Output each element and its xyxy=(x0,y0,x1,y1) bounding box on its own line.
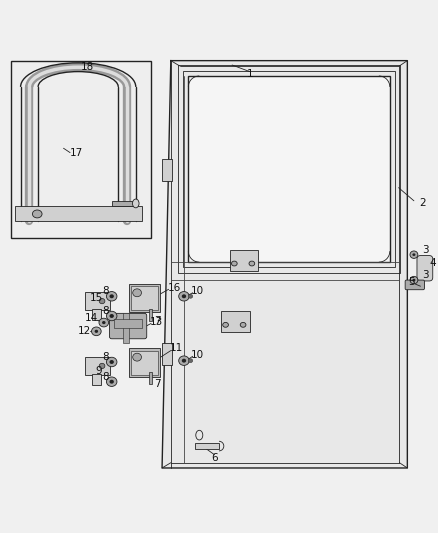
Bar xyxy=(123,313,129,343)
Ellipse shape xyxy=(240,322,246,327)
Bar xyxy=(92,374,101,385)
Ellipse shape xyxy=(102,321,106,324)
Ellipse shape xyxy=(110,294,114,298)
Ellipse shape xyxy=(133,289,141,297)
Text: 8: 8 xyxy=(102,352,109,362)
Ellipse shape xyxy=(99,298,105,304)
Text: 3: 3 xyxy=(422,270,429,280)
Ellipse shape xyxy=(133,353,141,361)
Bar xyxy=(112,201,138,206)
FancyBboxPatch shape xyxy=(405,280,424,290)
Ellipse shape xyxy=(99,318,109,327)
Polygon shape xyxy=(162,61,407,468)
Text: 8: 8 xyxy=(102,306,109,316)
Ellipse shape xyxy=(231,261,237,266)
Ellipse shape xyxy=(412,279,415,281)
Bar xyxy=(230,250,258,271)
Bar xyxy=(129,284,160,312)
Text: 5: 5 xyxy=(408,277,415,287)
Bar xyxy=(114,319,142,328)
Text: 17: 17 xyxy=(70,148,83,158)
Ellipse shape xyxy=(249,261,255,266)
Ellipse shape xyxy=(110,314,114,318)
Ellipse shape xyxy=(110,360,114,364)
Bar xyxy=(195,443,219,449)
Bar xyxy=(178,66,400,273)
Text: 10: 10 xyxy=(191,286,204,296)
Bar xyxy=(85,292,110,310)
Text: 7: 7 xyxy=(154,379,161,389)
Bar xyxy=(162,343,172,365)
Text: 13: 13 xyxy=(150,317,163,327)
Bar xyxy=(92,310,101,320)
Text: 7: 7 xyxy=(154,316,161,326)
Ellipse shape xyxy=(410,276,418,284)
Ellipse shape xyxy=(179,292,189,301)
Bar xyxy=(162,159,172,181)
Text: 14: 14 xyxy=(85,313,98,323)
Ellipse shape xyxy=(182,294,186,298)
Ellipse shape xyxy=(32,210,42,218)
Text: 15: 15 xyxy=(90,293,103,303)
Text: 3: 3 xyxy=(422,245,429,255)
Bar xyxy=(221,311,250,332)
Text: 16: 16 xyxy=(168,284,181,293)
Ellipse shape xyxy=(188,359,193,362)
Text: 12: 12 xyxy=(78,326,91,336)
FancyBboxPatch shape xyxy=(417,255,433,281)
Bar xyxy=(15,206,142,221)
Bar xyxy=(129,349,160,377)
Ellipse shape xyxy=(99,364,105,368)
Ellipse shape xyxy=(412,253,415,256)
Bar xyxy=(183,71,395,268)
Text: 9: 9 xyxy=(95,366,102,376)
Ellipse shape xyxy=(188,294,193,298)
Ellipse shape xyxy=(106,292,117,301)
Text: 1: 1 xyxy=(246,69,253,79)
Bar xyxy=(85,357,110,375)
Bar xyxy=(149,373,152,384)
Text: 8: 8 xyxy=(102,373,109,382)
Bar xyxy=(131,351,158,375)
Bar xyxy=(188,76,390,262)
Ellipse shape xyxy=(106,357,117,367)
Ellipse shape xyxy=(223,322,229,327)
Bar xyxy=(131,286,158,310)
Text: 6: 6 xyxy=(211,454,218,463)
Ellipse shape xyxy=(92,327,101,336)
Bar xyxy=(149,310,152,321)
Bar xyxy=(188,76,390,262)
Text: 10: 10 xyxy=(191,350,204,360)
Bar xyxy=(11,61,151,238)
Ellipse shape xyxy=(132,199,139,208)
Ellipse shape xyxy=(106,311,117,321)
Ellipse shape xyxy=(410,251,418,259)
Ellipse shape xyxy=(106,377,117,386)
FancyBboxPatch shape xyxy=(110,313,147,339)
Text: 4: 4 xyxy=(429,258,436,268)
Ellipse shape xyxy=(182,359,186,362)
Text: 2: 2 xyxy=(419,198,426,208)
Text: 18: 18 xyxy=(81,62,94,72)
Ellipse shape xyxy=(95,330,98,333)
Ellipse shape xyxy=(110,379,114,384)
Text: 11: 11 xyxy=(170,343,183,353)
Text: 8: 8 xyxy=(102,286,109,296)
Ellipse shape xyxy=(179,356,189,366)
